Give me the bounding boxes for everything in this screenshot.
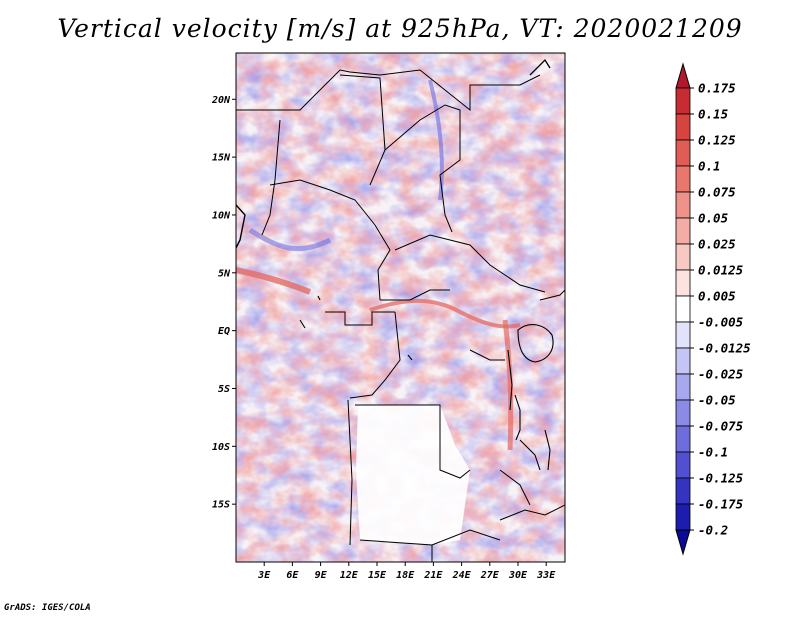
band-lakes	[502, 319, 514, 451]
x-tick-label-1: 6E	[286, 570, 299, 581]
calm-zone	[356, 405, 470, 545]
y-tick-label-5: 5S	[218, 384, 230, 395]
y-tick-label-4: EQ	[218, 326, 230, 337]
x-axis: 3E 6E 9E 12E 15E 18E 21E 24E 27E 30E 33E	[257, 562, 556, 581]
colorbar-label-2: 0.125	[698, 133, 736, 148]
lakes-outline	[236, 204, 554, 471]
colorbar-segment-9	[675, 295, 691, 323]
chart-title: Vertical velocity [m/s] at 925hPa, VT: 2…	[57, 14, 743, 43]
colorbar-label-16: -0.175	[698, 497, 744, 512]
y-tick-label-1: 15N	[212, 153, 231, 164]
colorbar-label-9: -0.005	[698, 315, 744, 330]
colorbar-segment-1	[675, 87, 691, 115]
colorbar-label-7: 0.0125	[698, 263, 744, 278]
x-tick-label-8: 27E	[480, 570, 500, 581]
colorbar-label-4: 0.075	[698, 185, 736, 200]
colorbar-segment-5	[675, 191, 691, 219]
x-tick-label-9: 30E	[508, 570, 528, 581]
x-tick-label-5: 18E	[396, 570, 415, 581]
x-tick-label-4: 15E	[368, 570, 387, 581]
colorbar-segment-15	[675, 451, 691, 479]
x-tick-label-10: 33E	[536, 570, 556, 581]
colorbar-segment-16	[675, 477, 691, 505]
x-tick-label-2: 9E	[315, 570, 328, 581]
colorbar-segment-12	[675, 373, 691, 401]
colorbar-label-3: 0.1	[698, 159, 721, 174]
x-tick-label-3: 12E	[340, 570, 359, 581]
plot-frame	[235, 52, 566, 563]
plot-area	[235, 52, 566, 563]
colorbar-label-6: 0.025	[698, 237, 736, 252]
colorbar-segment-11	[675, 347, 691, 375]
y-tick-label-6: 10S	[212, 442, 230, 453]
colorbar-label-17: -0.2	[698, 523, 728, 538]
footer-credit: GrADS: IGES/COLA	[4, 603, 91, 613]
colorbar-segment-3	[675, 139, 691, 167]
band-equatorial	[369, 298, 521, 329]
colorbar-label-8: 0.005	[698, 289, 736, 304]
colorbar-segment-13	[675, 399, 691, 427]
colorbar-label-1: 0.15	[698, 107, 729, 122]
colorbar-label-10: -0.0125	[698, 341, 751, 356]
y-tick-label-3: 5N	[218, 268, 231, 279]
y-tick-label-2: 10N	[212, 210, 231, 221]
colorbar-label-11: -0.025	[698, 367, 744, 382]
colorbar-label-15: -0.125	[698, 471, 744, 486]
colorbar: 0.175 0.15 0.125 0.1 0.075 0.05 0.025 0.0125 0.0…	[675, 62, 751, 556]
colorbar-label-14: -0.1	[698, 445, 728, 460]
y-tick-label-0: 20N	[211, 95, 231, 106]
x-tick-label-7: 24E	[452, 570, 472, 581]
colorbar-label-0: 0.175	[698, 81, 736, 96]
colorbar-segment-4	[675, 165, 691, 193]
x-tick-label-6: 21E	[423, 570, 443, 581]
colorbar-segment-7	[675, 243, 691, 271]
band-guinea-coast	[236, 267, 312, 295]
colorbar-label-12: -0.05	[698, 393, 736, 408]
colorbar-label-5: 0.05	[698, 211, 729, 226]
colorbar-label-13: -0.075	[698, 419, 744, 434]
colorbar-bottom-arrow	[675, 529, 691, 556]
y-tick-label-7: 15S	[212, 500, 230, 511]
country-boundaries	[236, 58, 565, 562]
colorbar-segment-10	[675, 321, 691, 349]
y-axis: 20N 15N 10N 5N EQ 5S 10S 15S	[211, 95, 236, 511]
colorbar-segment-8	[675, 269, 691, 297]
x-tick-label-0: 3E	[257, 570, 271, 581]
colorbar-segment-6	[675, 217, 691, 245]
colorbar-segment-14	[675, 425, 691, 453]
colorbar-segment-2	[675, 113, 691, 141]
band-blue-west	[248, 227, 332, 252]
colorbar-top-arrow	[675, 62, 691, 89]
colorbar-segment-17	[675, 503, 691, 531]
